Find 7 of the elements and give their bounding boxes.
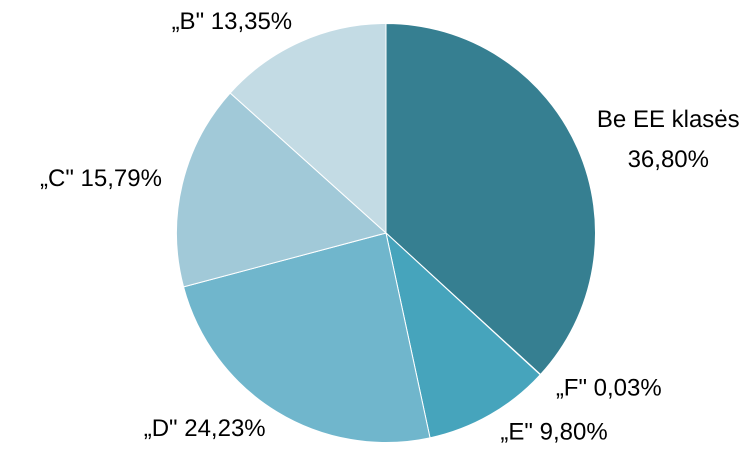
slice-label: „D" 24,23% (144, 415, 266, 442)
slice-label: Be EE klasės (596, 106, 740, 133)
slice-label: „C" 15,79% (40, 164, 162, 192)
slice-label: „B" 13,35% (172, 8, 292, 36)
data-label: 36,80% (628, 146, 709, 173)
slice-label: „E" 9,80% (500, 418, 608, 446)
slice-label: „F" 0,03% (556, 374, 662, 402)
